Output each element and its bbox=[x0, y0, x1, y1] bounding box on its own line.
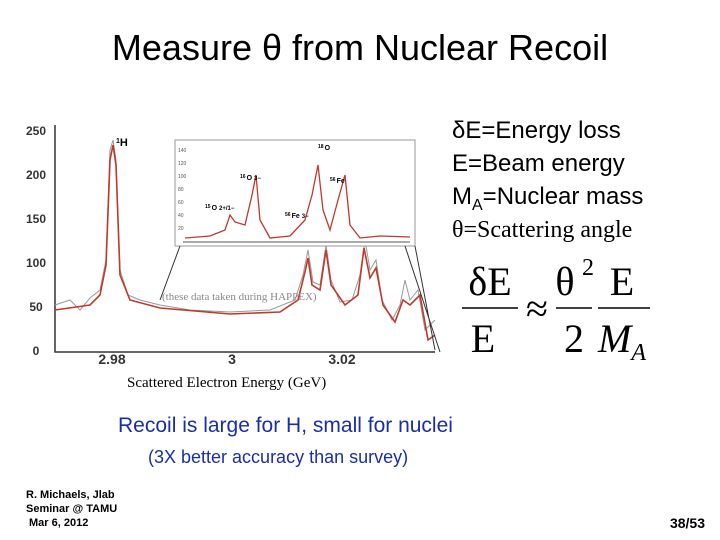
spectrum-histogram bbox=[54, 139, 436, 332]
inset-label: 15O 2+/1− bbox=[205, 204, 235, 212]
plot-annotation: (these data taken during HAPPEX) bbox=[162, 291, 317, 303]
inset-y-tick-label: 140 bbox=[178, 148, 187, 154]
definition-text: δE=Energy loss bbox=[452, 117, 621, 144]
page-number: 38/53 bbox=[670, 515, 705, 531]
y-tick-label: 50 bbox=[29, 300, 43, 314]
inset-label: 56Fe bbox=[330, 177, 345, 185]
x-tick-label: 3 bbox=[228, 351, 236, 367]
footer: R. Michaels, Jlab Seminar @ TAMU Mar 6, 20… bbox=[26, 489, 117, 529]
y-tick-labels: 250 200 150 100 50 0 bbox=[26, 124, 46, 358]
formula-rhs-num: E bbox=[610, 259, 634, 304]
y-tick-label: 100 bbox=[26, 256, 46, 270]
inset-frame bbox=[174, 139, 416, 247]
y-tick-label: 150 bbox=[26, 212, 46, 226]
definition: MA=Nuclear mass bbox=[452, 183, 643, 214]
formula-rhs-den: MA bbox=[597, 316, 646, 366]
inset-label: 16O 3− bbox=[240, 174, 261, 182]
inset-y-tick-label: 120 bbox=[178, 161, 187, 167]
formula-half-den: 2 bbox=[564, 316, 584, 361]
x-tick-labels: 2.98 3 3.02 bbox=[98, 351, 355, 367]
definition: E=Beam energy bbox=[452, 150, 625, 177]
formula-approx: ≈ bbox=[526, 286, 548, 331]
isotope-mass: 16 bbox=[240, 174, 246, 180]
substatement: (3X better accuracy than survey) bbox=[148, 447, 408, 467]
formula-theta: θ bbox=[555, 259, 574, 304]
x-tick-label: 3.02 bbox=[328, 351, 355, 367]
definition-text: M bbox=[452, 183, 472, 210]
formula: δE E ≈ θ 2 2 E MA bbox=[462, 255, 650, 366]
isotope-symbol: Fe bbox=[292, 213, 300, 220]
inset-y-tick-label: 100 bbox=[178, 174, 187, 180]
x-tick-label: 2.98 bbox=[98, 351, 125, 367]
definition: δE=Energy loss bbox=[452, 117, 621, 144]
inset-label: 18O bbox=[318, 144, 331, 152]
footer-line: R. Michaels, Jlab bbox=[26, 489, 115, 501]
inset-fit bbox=[184, 164, 411, 239]
definition: θ=Scattering angle bbox=[452, 217, 632, 243]
slide-title: Measure θ from Nuclear Recoil bbox=[112, 27, 608, 68]
spectrum-fit bbox=[54, 144, 436, 342]
formula-power: 2 bbox=[582, 255, 594, 281]
statement: Recoil is large for H, small for nuclei bbox=[118, 414, 453, 437]
isotope-mass: 15 bbox=[205, 204, 211, 210]
x-axis-label: Scattered Electron Energy (GeV) bbox=[127, 375, 326, 391]
formula-lhs-den: E bbox=[471, 316, 495, 361]
isotope-mass: 18 bbox=[318, 144, 324, 150]
inset-y-ticks: 140 120 100 80 60 40 20 bbox=[178, 148, 187, 232]
y-tick-label: 250 bbox=[26, 124, 46, 138]
isotope-state: 2+/1− bbox=[219, 206, 235, 212]
isotope-symbol: Fe bbox=[337, 178, 345, 185]
definition-rest: =Nuclear mass bbox=[483, 183, 644, 210]
isotope-mass: 56 bbox=[285, 212, 291, 218]
inset-connector bbox=[404, 245, 441, 353]
footer-line: Seminar @ TAMU bbox=[26, 503, 117, 515]
formula-sub: A bbox=[629, 340, 646, 366]
inset-y-tick-label: 60 bbox=[178, 200, 184, 206]
formula-lhs-num: δE bbox=[468, 259, 511, 304]
spectrum-plot: 250 200 150 100 50 0 2.98 3 3.02 1H (these data… bbox=[26, 124, 441, 367]
definitions: δE=Energy loss E=Beam energy MA=Nuclear ma… bbox=[452, 117, 643, 243]
peak-mass: 1 bbox=[116, 138, 120, 145]
isotope-state: 3− bbox=[254, 176, 261, 182]
y-tick-label: 0 bbox=[33, 344, 40, 358]
inset-y-tick-label: 20 bbox=[178, 226, 184, 232]
definition-text: E=Beam energy bbox=[452, 150, 625, 177]
peak-label: 1H bbox=[116, 137, 128, 149]
inset-y-tick-label: 80 bbox=[178, 187, 184, 193]
definition-text: θ=Scattering angle bbox=[452, 217, 632, 243]
isotope-mass: 56 bbox=[330, 177, 336, 183]
isotope-symbol: O bbox=[247, 175, 253, 182]
inset-label: 56Fe 3− bbox=[285, 212, 309, 220]
inset-connector-left bbox=[159, 245, 181, 301]
isotope-symbol: O bbox=[325, 145, 331, 152]
y-tick-label: 200 bbox=[26, 168, 46, 182]
inset-y-tick-label: 40 bbox=[178, 213, 184, 219]
peak-symbol: H bbox=[120, 137, 128, 149]
footer-line: Mar 6, 2012 bbox=[29, 517, 88, 529]
isotope-symbol: O bbox=[212, 205, 218, 212]
formula-mass: M bbox=[597, 316, 634, 361]
isotope-state: 3− bbox=[302, 214, 309, 220]
plot-axes bbox=[54, 125, 435, 353]
definition-sub: A bbox=[472, 197, 483, 214]
